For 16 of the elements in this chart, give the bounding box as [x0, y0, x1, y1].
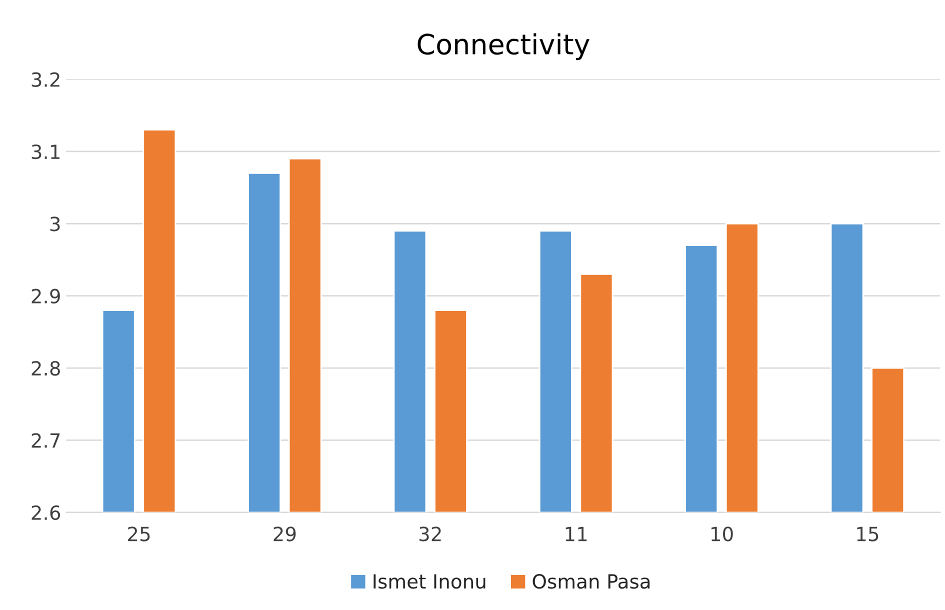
y-tick-label: 2.9 [32, 288, 60, 304]
x-tick-label: 25 [128, 526, 150, 542]
y-tick-label: 2.7 [32, 433, 60, 448]
legend-label: Ismet Inonu [374, 574, 486, 589]
x-tick-label: 15 [857, 526, 878, 542]
x-tick-label: 32 [419, 526, 441, 542]
y-tick-label: 2.6 [32, 505, 60, 520]
y-tick-label: 3 [50, 216, 60, 232]
x-tick-label: 10 [712, 526, 733, 542]
y-tick-label: 2.8 [32, 360, 60, 376]
x-tick-label: 11 [566, 526, 587, 542]
chart-title: Connectivity [418, 33, 590, 60]
x-tick-label: 29 [274, 526, 296, 542]
y-tick-label: 3.1 [32, 144, 60, 160]
legend-label: Osman Pasa [532, 574, 650, 589]
y-tick-label: 3.2 [32, 72, 60, 87]
